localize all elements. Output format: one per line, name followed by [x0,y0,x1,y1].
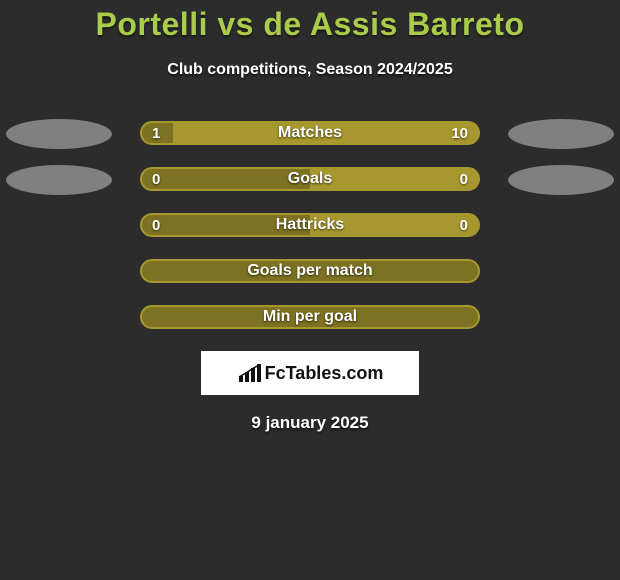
comparison-card: Portelli vs de Assis Barreto Club compet… [0,0,620,580]
segment-left [142,215,310,235]
subtitle: Club competitions, Season 2024/2025 [0,61,620,79]
stat-row: 00Hattricks [0,213,620,239]
segment-left [142,169,310,189]
stat-bar: Min per goal [140,305,480,329]
stat-row: 00Goals [0,167,620,193]
stat-row: 1 10Matches [0,121,620,147]
watermark: FcTables.com [201,351,419,395]
stat-bar: 00Goals [140,167,480,191]
value-right: 10 [451,123,468,143]
stat-bar: 1 10Matches [140,121,480,145]
stat-row: Goals per match [0,259,620,285]
segment-left [142,307,478,327]
stat-bar: Goals per match [140,259,480,283]
stats-container: 110Matches00Goals00HattricksGoals per ma… [0,121,620,331]
avatar-left [6,165,112,195]
bars-icon [237,362,263,384]
stat-row: Min per goal [0,305,620,331]
page-title: Portelli vs de Assis Barreto [0,6,620,43]
metric-label: Matches [142,123,478,143]
value-left: 0 [152,169,160,189]
avatar-right [508,119,614,149]
avatar-left [6,119,112,149]
stat-bar: 00Hattricks [140,213,480,237]
value-left: 0 [152,215,160,235]
segment-left [142,261,478,281]
watermark-text: FcTables.com [265,363,384,384]
value-right: 0 [460,215,468,235]
date-label: 9 january 2025 [0,413,620,433]
value-right: 0 [460,169,468,189]
avatar-right [508,165,614,195]
value-left: 1 [152,123,160,143]
